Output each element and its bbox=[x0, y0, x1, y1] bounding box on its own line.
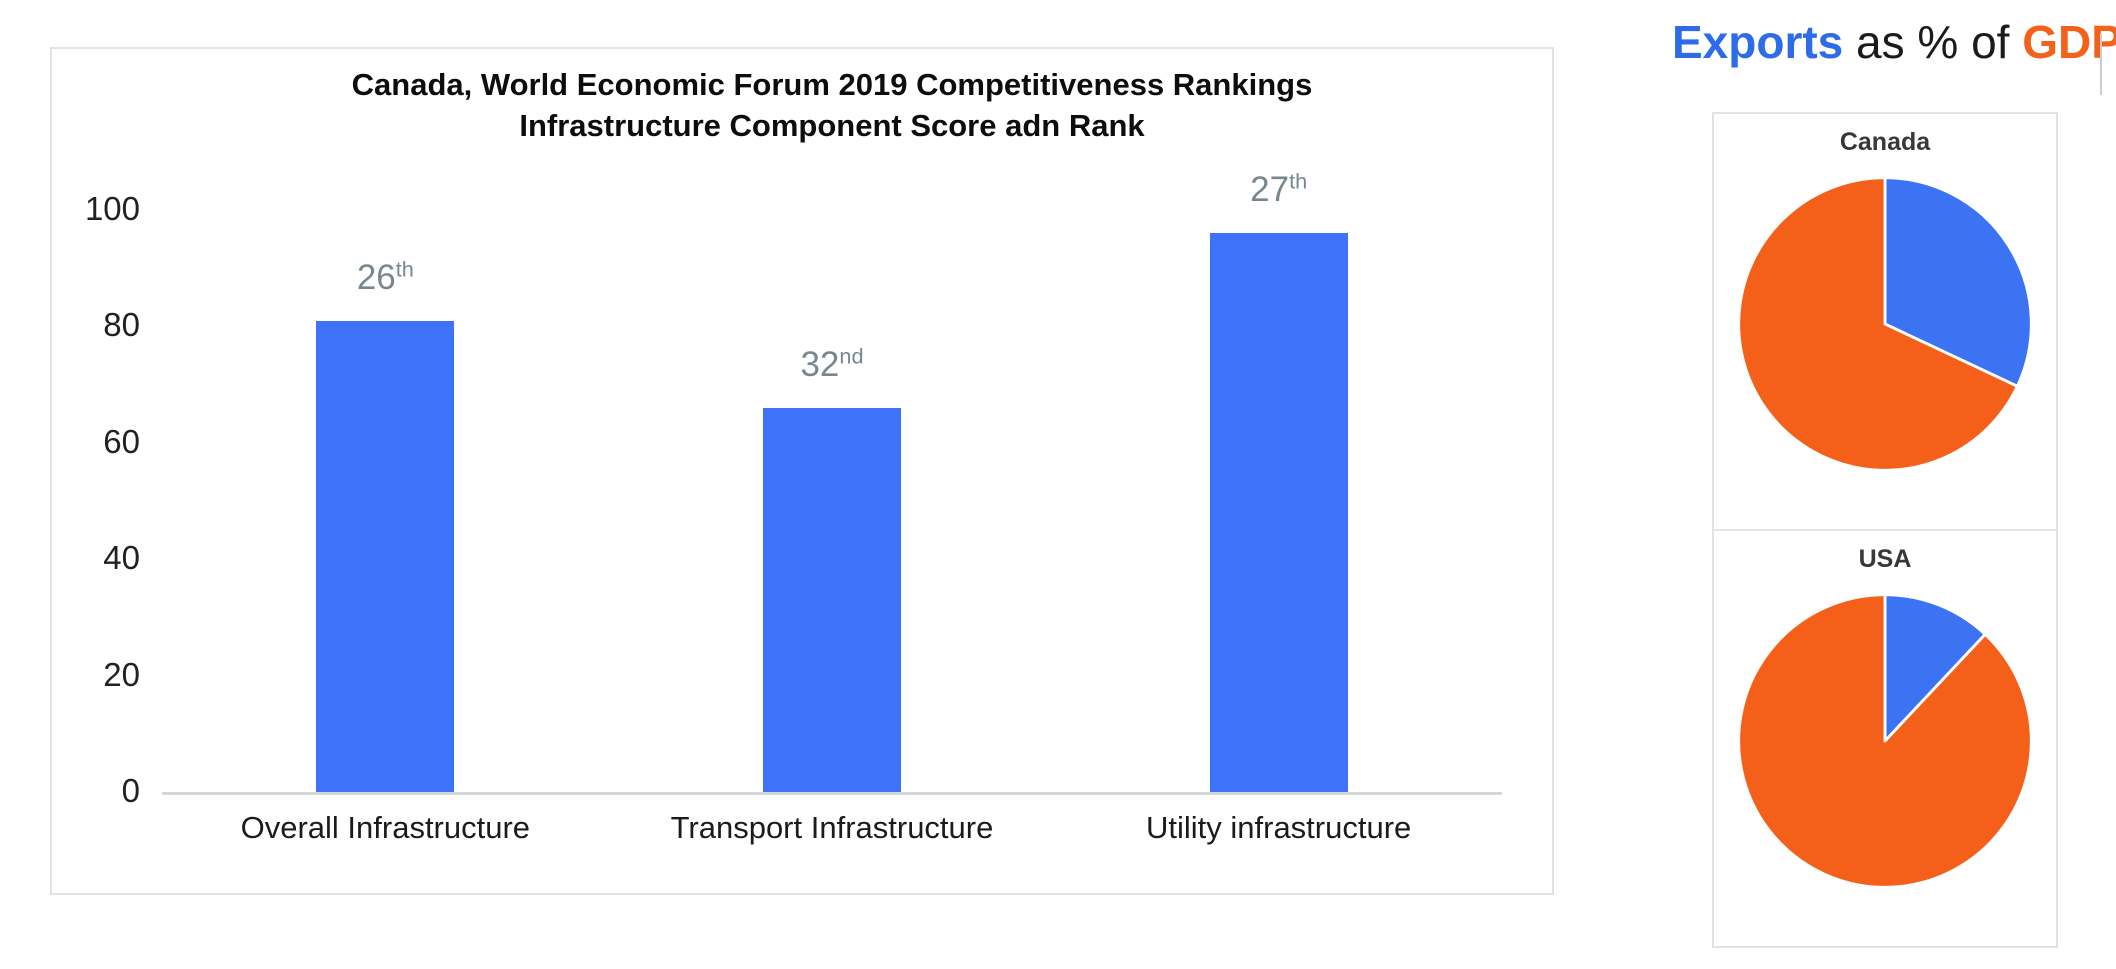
x-axis-category-label: Overall Infrastructure bbox=[240, 810, 531, 845]
pie-slice-rest-of-gdp bbox=[1737, 176, 2019, 472]
pie-charts-panel: Canada USA bbox=[1712, 112, 2058, 948]
x-axis-category-label: Utility infrastructure bbox=[1145, 810, 1412, 845]
bar-series: 26th Overall Infrastructure 32nd Transport … bbox=[162, 170, 1502, 845]
bar-chart-panel: Canada, World Economic Forum 2019 Compet… bbox=[50, 47, 1554, 895]
bar-column: 27th Utility infrastructure bbox=[1146, 170, 1411, 845]
bar-chart-plot-area: 0 20 40 60 80 100 26th Overall Infrastructure 3… bbox=[85, 170, 1502, 845]
pie-slice-exports bbox=[1883, 176, 2033, 388]
bar: 27th bbox=[1209, 170, 1348, 792]
pie-cell-usa: USA bbox=[1714, 531, 2056, 946]
bar-chart-title: Canada, World Economic Forum 2019 Compet… bbox=[162, 65, 1502, 147]
pie-chart-canada bbox=[1737, 176, 2033, 472]
bar-chart-title-line2: Infrastructure Component Score adn Rank bbox=[519, 107, 1145, 143]
y-axis-tick-label: 40 bbox=[103, 539, 140, 577]
rank-label: 32nd bbox=[800, 343, 864, 384]
pie-slice-exports bbox=[1883, 593, 1987, 743]
x-axis-category-label: Transport Infrastructure bbox=[670, 810, 994, 845]
bar-column: 26th Overall Infrastructure bbox=[241, 210, 530, 845]
y-axis-tick-label: 20 bbox=[103, 655, 140, 693]
heading-divider-line bbox=[2100, 33, 2102, 95]
bar: 26th bbox=[316, 258, 455, 792]
pie-title-canada: Canada bbox=[1839, 128, 1931, 156]
exports-heading: Exports as % of GDP, bbox=[1672, 16, 2116, 69]
exports-heading-part: Exports bbox=[1672, 16, 1844, 68]
bar: 32nd bbox=[762, 345, 901, 792]
y-axis-tick-label: 60 bbox=[103, 422, 140, 460]
bar-chart-title-line1: Canada, World Economic Forum 2019 Compet… bbox=[351, 67, 1313, 102]
y-axis-tick-label: 100 bbox=[84, 190, 140, 227]
y-axis-tick-label: 0 bbox=[121, 772, 140, 809]
pie-slice-rest-of-gdp bbox=[1737, 593, 2033, 889]
y-axis-tick-label: 80 bbox=[103, 306, 140, 344]
rank-label: 27th bbox=[1250, 168, 1308, 210]
pie-cell-canada: Canada bbox=[1714, 114, 2056, 531]
bar-column: 32nd Transport Infrastructure bbox=[671, 210, 994, 845]
rank-label: 26th bbox=[356, 255, 414, 297]
exports-heading-part: as % of bbox=[1843, 16, 2023, 68]
pie-title-usa: USA bbox=[1858, 545, 1912, 573]
pie-chart-usa bbox=[1737, 593, 2033, 889]
